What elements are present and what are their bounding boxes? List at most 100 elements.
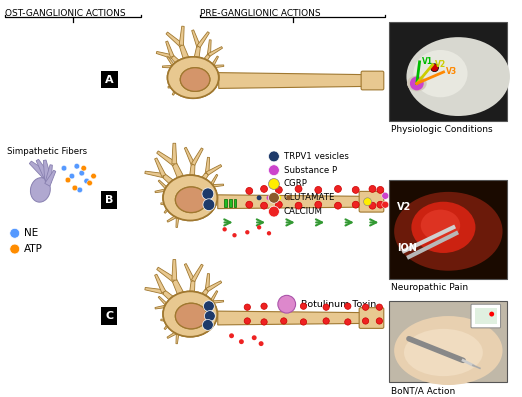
Circle shape (281, 304, 287, 310)
Polygon shape (205, 157, 209, 174)
Polygon shape (167, 331, 179, 338)
FancyBboxPatch shape (389, 301, 507, 382)
Text: V2: V2 (434, 60, 446, 69)
Polygon shape (155, 304, 168, 309)
FancyBboxPatch shape (389, 22, 507, 121)
Polygon shape (184, 147, 195, 165)
Polygon shape (155, 158, 165, 177)
Circle shape (232, 233, 236, 237)
Ellipse shape (180, 68, 210, 91)
Circle shape (323, 304, 329, 310)
Polygon shape (45, 165, 52, 183)
Circle shape (79, 170, 85, 176)
Polygon shape (45, 170, 56, 186)
Ellipse shape (163, 175, 217, 220)
Ellipse shape (411, 202, 476, 253)
Circle shape (260, 202, 267, 209)
Circle shape (258, 341, 264, 346)
Polygon shape (164, 320, 173, 330)
Circle shape (315, 187, 322, 193)
Polygon shape (145, 287, 164, 294)
FancyBboxPatch shape (471, 304, 501, 328)
Polygon shape (145, 171, 164, 178)
Polygon shape (164, 204, 173, 213)
Polygon shape (176, 313, 192, 333)
Circle shape (267, 231, 271, 235)
Circle shape (260, 185, 267, 193)
Polygon shape (187, 172, 209, 200)
Circle shape (84, 178, 89, 184)
Text: V1: V1 (422, 58, 433, 66)
Polygon shape (162, 66, 174, 68)
Bar (229, 199, 232, 207)
Circle shape (369, 185, 376, 193)
Circle shape (87, 180, 92, 186)
Circle shape (202, 188, 214, 200)
FancyBboxPatch shape (361, 71, 384, 90)
Text: Physiologic Conditions: Physiologic Conditions (391, 125, 493, 134)
Polygon shape (176, 197, 192, 216)
Text: CALCIUM: CALCIUM (284, 207, 323, 216)
Text: OST-GANGLIONIC ACTIONS: OST-GANGLIONIC ACTIONS (5, 9, 125, 17)
Circle shape (203, 320, 213, 330)
Circle shape (74, 164, 79, 169)
Text: PRE-GANGLIONIC ACTIONS: PRE-GANGLIONIC ACTIONS (200, 9, 321, 17)
Polygon shape (176, 216, 179, 227)
Circle shape (267, 195, 271, 200)
Polygon shape (187, 289, 209, 316)
Polygon shape (166, 32, 183, 47)
Text: Botulinum Toxin: Botulinum Toxin (301, 300, 376, 309)
Circle shape (239, 339, 244, 344)
Circle shape (77, 187, 82, 193)
Circle shape (91, 173, 97, 179)
Polygon shape (210, 184, 223, 187)
Circle shape (204, 301, 215, 312)
Circle shape (295, 202, 302, 209)
Ellipse shape (175, 187, 207, 212)
Polygon shape (219, 73, 364, 89)
Polygon shape (167, 56, 175, 67)
Polygon shape (172, 279, 194, 316)
Circle shape (335, 185, 341, 193)
Circle shape (323, 318, 329, 324)
Polygon shape (206, 281, 222, 291)
Circle shape (268, 151, 279, 162)
Polygon shape (168, 85, 178, 88)
Circle shape (245, 230, 250, 235)
Circle shape (377, 201, 384, 208)
Polygon shape (208, 46, 222, 56)
Ellipse shape (168, 57, 219, 98)
Polygon shape (158, 296, 169, 307)
Polygon shape (192, 148, 203, 166)
Circle shape (345, 303, 351, 309)
Circle shape (286, 195, 291, 200)
Ellipse shape (413, 50, 468, 97)
Polygon shape (36, 159, 50, 179)
Circle shape (352, 201, 359, 208)
FancyBboxPatch shape (389, 180, 507, 279)
Circle shape (268, 206, 279, 217)
Polygon shape (191, 54, 210, 79)
Text: V3: V3 (445, 67, 457, 77)
Circle shape (72, 185, 78, 191)
Circle shape (281, 318, 287, 324)
Circle shape (489, 312, 494, 316)
Polygon shape (189, 46, 200, 78)
Text: CGRP: CGRP (284, 179, 307, 189)
Polygon shape (156, 52, 173, 58)
Ellipse shape (163, 291, 217, 337)
Circle shape (382, 193, 389, 199)
Polygon shape (209, 291, 218, 303)
Polygon shape (212, 65, 224, 68)
Circle shape (61, 166, 67, 171)
Polygon shape (218, 311, 363, 325)
Polygon shape (179, 44, 197, 79)
Polygon shape (207, 40, 211, 55)
Polygon shape (155, 188, 168, 193)
Polygon shape (157, 267, 176, 282)
Polygon shape (184, 264, 195, 281)
Circle shape (345, 319, 351, 325)
Circle shape (369, 202, 376, 209)
Polygon shape (206, 164, 222, 175)
Circle shape (244, 318, 251, 324)
